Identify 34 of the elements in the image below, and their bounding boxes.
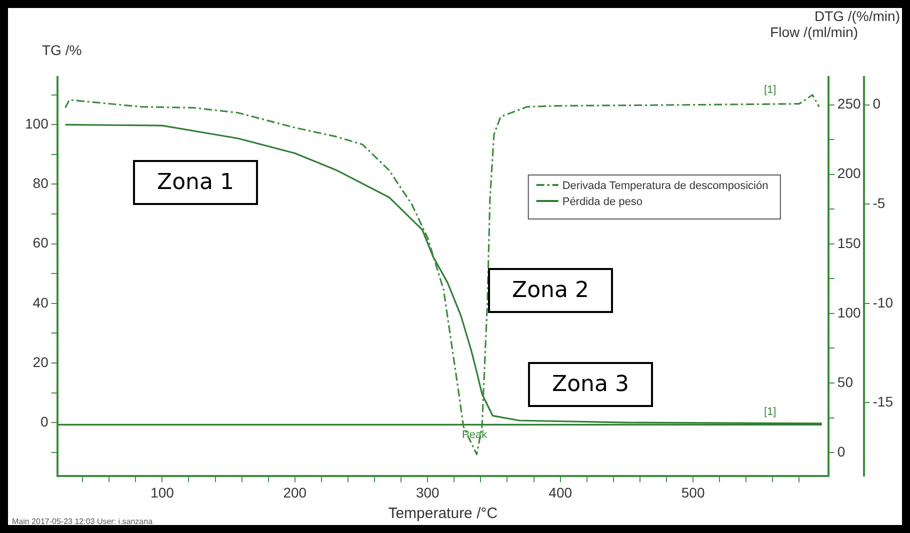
y3-tick-label: -10 [872, 294, 894, 310]
y2-tick-label: 50 [837, 374, 854, 390]
annotation: Zona 2 [488, 268, 613, 313]
y2-axis-title: Flow /(ml/min) [770, 24, 858, 40]
annotation: Zona 1 [133, 160, 258, 205]
text: Main 2017-05-23 12:03 User: i.sanzana [12, 517, 153, 526]
annotation: Peak [462, 429, 488, 441]
x-tick-label: 200 [283, 484, 307, 500]
y3-axis-title: DTG /(%/min) [814, 8, 900, 24]
x-axis-title: Temperature /°C [388, 505, 498, 522]
y-tick-label: 0 [40, 413, 49, 430]
y2-tick-label: 200 [837, 165, 861, 182]
y2-tick-label: 0 [837, 443, 846, 460]
x-tick-label: 400 [548, 484, 572, 500]
x-tick-label: 300 [416, 484, 440, 500]
y-axis-title: TG /% [42, 42, 82, 58]
y-tick-label: 100 [25, 116, 49, 132]
y-tick-label: 80 [32, 175, 49, 192]
x-tick-label: 100 [150, 484, 174, 500]
annotation: Zona 3 [528, 362, 653, 407]
y2-tick-label: 150 [837, 234, 861, 251]
y3-tick-label: 0 [872, 96, 881, 112]
legend-label: Derivada Temperatura de descomposición [562, 180, 768, 192]
y-tick-label: 60 [32, 234, 49, 251]
x-tick-label: 500 [681, 484, 705, 500]
y2-tick-label: 100 [837, 304, 861, 320]
annotation: [1] [764, 84, 776, 96]
y2-tick-label: 250 [837, 96, 861, 112]
y3-tick-label: -5 [872, 194, 886, 211]
annotation: [1] [764, 406, 776, 418]
y-tick-label: 20 [32, 354, 49, 370]
legend-label: Pérdida de peso [562, 196, 642, 208]
y-tick-label: 40 [32, 294, 49, 310]
y3-tick-label: -15 [872, 394, 894, 410]
